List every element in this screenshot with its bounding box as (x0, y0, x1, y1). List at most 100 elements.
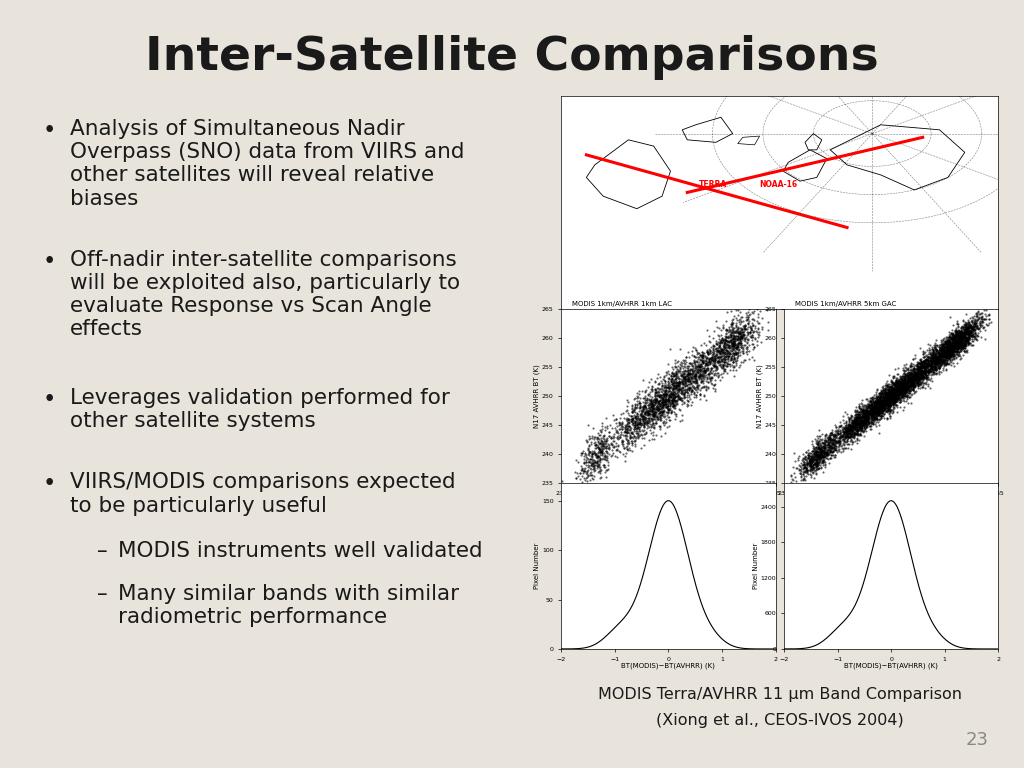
Point (852, 406, 868, 418)
Point (727, 347, 743, 359)
Point (886, 392, 902, 405)
Point (664, 374, 680, 386)
Point (878, 398, 894, 410)
Point (897, 377, 913, 389)
Point (715, 319, 731, 331)
Point (739, 328, 756, 340)
Point (942, 341, 958, 353)
Point (658, 409, 675, 422)
Point (920, 366, 936, 378)
Point (950, 339, 967, 352)
Point (896, 372, 912, 384)
Point (876, 408, 892, 420)
Point (649, 402, 666, 415)
Point (943, 327, 959, 339)
Point (901, 374, 918, 386)
Point (951, 328, 968, 340)
Point (573, 447, 590, 459)
Point (958, 319, 975, 332)
Point (867, 398, 884, 410)
Point (833, 431, 849, 443)
Point (810, 451, 826, 463)
Point (937, 344, 953, 356)
Point (725, 361, 741, 373)
Point (867, 395, 884, 407)
Point (896, 390, 912, 402)
Point (802, 455, 818, 468)
Point (650, 388, 667, 400)
Point (669, 367, 685, 379)
Point (636, 421, 652, 433)
Point (663, 388, 679, 400)
Point (907, 370, 924, 382)
Point (867, 398, 884, 410)
Point (855, 417, 871, 429)
Point (896, 376, 912, 388)
Point (941, 343, 957, 355)
Point (914, 348, 931, 360)
Text: MODIS 1km/AVHRR 5km GAC: MODIS 1km/AVHRR 5km GAC (795, 301, 896, 307)
Point (693, 354, 710, 366)
Point (958, 337, 975, 349)
Point (958, 319, 975, 332)
Point (850, 428, 866, 440)
Point (916, 363, 933, 376)
Point (902, 373, 919, 386)
Point (878, 395, 894, 407)
Point (896, 385, 912, 397)
Point (724, 321, 740, 333)
Point (915, 371, 932, 383)
Point (637, 417, 653, 429)
Point (759, 304, 775, 316)
Point (945, 336, 962, 349)
Point (608, 431, 625, 443)
Point (639, 412, 655, 425)
Point (727, 343, 743, 355)
Point (903, 369, 920, 381)
Point (718, 356, 734, 369)
Point (699, 376, 716, 389)
Point (852, 429, 868, 441)
Point (967, 332, 983, 344)
Point (815, 450, 831, 462)
Point (951, 329, 968, 341)
Point (629, 408, 645, 420)
Point (857, 414, 873, 426)
Point (868, 412, 885, 425)
Point (814, 449, 830, 461)
Point (694, 365, 711, 377)
Point (939, 341, 955, 353)
Point (857, 410, 873, 422)
Point (837, 426, 853, 439)
Point (845, 420, 861, 432)
Point (880, 380, 896, 392)
Point (667, 399, 683, 412)
Point (904, 372, 921, 384)
Point (900, 384, 916, 396)
Point (672, 367, 688, 379)
Point (873, 396, 890, 408)
Point (904, 376, 921, 388)
Point (859, 415, 876, 427)
Point (932, 357, 948, 369)
Point (653, 396, 670, 408)
Point (950, 341, 967, 353)
Point (716, 348, 732, 360)
Point (598, 435, 614, 447)
Point (815, 451, 831, 463)
Point (671, 375, 687, 387)
Point (618, 419, 635, 431)
Point (672, 415, 688, 427)
Point (904, 367, 921, 379)
Point (939, 343, 955, 355)
Point (919, 365, 935, 377)
Point (840, 411, 856, 423)
Point (959, 336, 976, 349)
Point (599, 463, 615, 475)
Point (714, 344, 730, 356)
Point (802, 462, 818, 474)
Point (956, 323, 973, 336)
Point (745, 354, 762, 366)
Point (922, 358, 938, 370)
Point (664, 396, 680, 408)
